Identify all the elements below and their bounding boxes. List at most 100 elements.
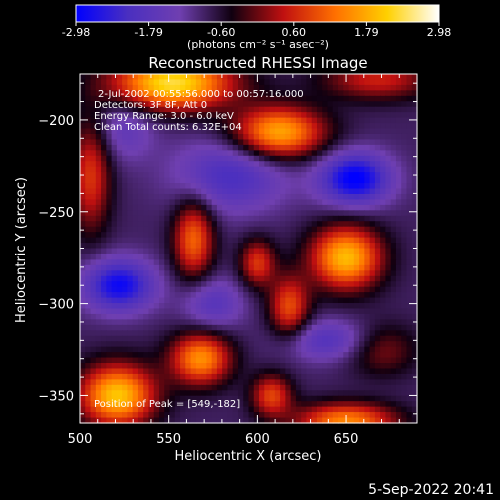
heatmap-cell (259, 95, 265, 102)
heatmap-cell (106, 188, 113, 195)
heatmap-cell (406, 95, 413, 102)
heatmap-cell (390, 297, 397, 304)
heatmap-cell (90, 95, 97, 102)
heatmap-cell (95, 324, 102, 331)
heatmap-cell (385, 101, 392, 108)
heatmap-cell (222, 384, 229, 391)
heatmap-cell (80, 412, 86, 419)
heatmap-cell (322, 79, 329, 86)
heatmap-cell (369, 363, 376, 370)
heatmap-cell (232, 335, 239, 342)
heatmap-cell (132, 341, 139, 348)
heatmap-cell (180, 150, 186, 157)
heatmap-cell (332, 335, 339, 342)
heatmap-cell (327, 123, 334, 130)
heatmap-cell (206, 406, 213, 413)
heatmap-cell (190, 417, 197, 424)
heatmap-cell (243, 117, 250, 124)
heatmap-cell (353, 95, 360, 102)
heatmap-cell (106, 84, 113, 91)
heatmap-cell (264, 117, 271, 124)
heatmap-cell (338, 177, 344, 184)
heatmap-cell (348, 401, 355, 408)
heatmap-cell (101, 357, 107, 364)
heatmap-cell (301, 395, 308, 402)
heatmap-cell (227, 90, 234, 97)
heatmap-cell (137, 281, 144, 288)
heatmap-cell (158, 313, 165, 320)
heatmap-cell (122, 308, 128, 315)
heatmap-cell (116, 390, 123, 397)
heatmap-cell (211, 395, 218, 402)
heatmap-cell (253, 308, 260, 315)
heatmap-cell (164, 193, 171, 201)
heatmap-cell (253, 172, 260, 179)
heatmap-cell (369, 390, 376, 397)
heatmap-cell (232, 292, 239, 299)
heatmap-cell (180, 161, 186, 168)
heatmap-cell (195, 286, 202, 293)
heatmap-cell (274, 106, 281, 113)
heatmap-cell (364, 248, 371, 255)
heatmap-cell (395, 90, 402, 97)
heatmap-cell (269, 226, 276, 233)
heatmap-cell (327, 95, 334, 102)
heatmap-cell (158, 221, 165, 228)
heatmap-cell (216, 123, 223, 130)
heatmap-cell (95, 74, 102, 81)
heatmap-cell (332, 204, 339, 211)
heatmap-cell (106, 346, 113, 353)
heatmap-cell (169, 210, 176, 217)
heatmap-cell (322, 259, 329, 266)
heatmap-cell (385, 330, 392, 337)
heatmap-cell (322, 172, 329, 179)
heatmap-cell (158, 395, 165, 402)
heatmap-cell (101, 79, 107, 86)
heatmap-cell (206, 106, 213, 113)
heatmap-cell (380, 128, 387, 135)
heatmap-cell (122, 384, 128, 391)
heatmap-cell (306, 144, 313, 151)
heatmap-cell (116, 357, 123, 364)
heatmap-cell (369, 183, 376, 190)
heatmap-cell (290, 264, 297, 271)
heatmap-cell (111, 172, 118, 179)
heatmap-cell (253, 210, 260, 217)
heatmap-cell (406, 177, 413, 184)
heatmap-cell (280, 275, 286, 282)
heatmap-cell (211, 270, 218, 277)
heatmap-cell (116, 95, 123, 102)
annotations: 2-Jul-2002 00:55:56.000 to 00:57:16.000D… (94, 89, 304, 410)
heatmap-cell (85, 417, 92, 424)
heatmap-cell (122, 281, 128, 288)
heatmap-cell (301, 150, 308, 157)
heatmap-cell (311, 281, 318, 288)
heatmap-cell (295, 74, 302, 81)
heatmap-cell (401, 352, 408, 359)
heatmap-cell (374, 193, 381, 201)
heatmap-cell (280, 259, 286, 266)
heatmap-cell (248, 281, 255, 288)
heatmap-cell (385, 112, 392, 119)
heatmap-cell (295, 297, 302, 304)
heatmap-cell (406, 395, 413, 402)
heatmap-cell (232, 74, 239, 81)
heatmap-cell (274, 319, 281, 326)
heatmap-cell (85, 144, 92, 151)
heatmap-cell (174, 395, 181, 402)
heatmap-cell (180, 144, 186, 151)
heatmap-cell (195, 166, 202, 173)
heatmap-cell (232, 150, 239, 157)
heatmap-cell (274, 417, 281, 424)
heatmap-cell (248, 117, 255, 124)
heatmap-cell (295, 150, 302, 157)
heatmap-cell (374, 232, 381, 239)
heatmap-cell (280, 101, 286, 108)
heatmap-cell (264, 90, 271, 97)
heatmap-cell (185, 324, 192, 331)
heatmap-cell (106, 303, 113, 310)
heatmap-cell (290, 330, 297, 337)
heatmap-cell (390, 161, 397, 168)
heatmap-cell (206, 319, 213, 326)
heatmap-cell (143, 341, 150, 348)
